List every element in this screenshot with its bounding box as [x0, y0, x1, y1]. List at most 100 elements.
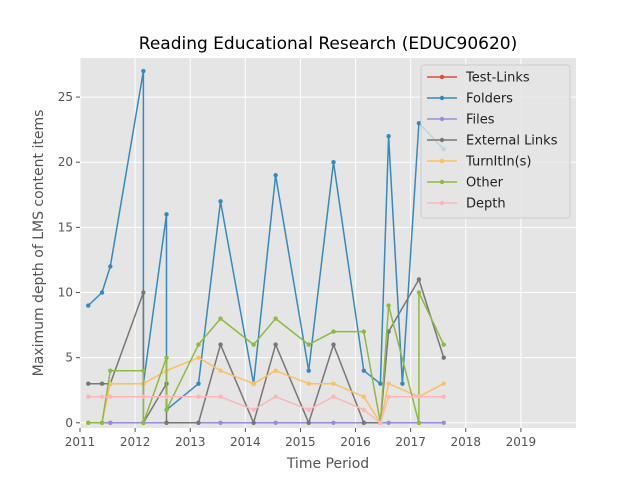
data-point — [251, 381, 256, 386]
y-tick-label: 15 — [58, 220, 73, 234]
legend-label: Folders — [466, 92, 513, 107]
y-tick-label: 20 — [58, 155, 73, 169]
data-point — [251, 342, 256, 347]
data-point — [441, 381, 446, 386]
legend-label: TurnItIn(s) — [465, 155, 531, 170]
y-tick-label: 25 — [58, 90, 73, 104]
data-point — [361, 394, 367, 399]
data-point — [400, 381, 405, 386]
y-tick-label: 5 — [65, 351, 73, 365]
data-point — [251, 420, 256, 425]
data-point — [361, 420, 367, 425]
data-point — [331, 160, 336, 165]
data-point — [386, 133, 391, 139]
x-tick-label: 2011 — [65, 435, 96, 449]
data-point — [416, 277, 422, 282]
data-point — [218, 342, 223, 347]
x-tick-label: 2018 — [451, 435, 482, 449]
data-point — [273, 342, 278, 347]
data-point — [141, 290, 146, 295]
data-point — [331, 342, 336, 347]
legend: Test-Links Folders Files External Links Turn… — [420, 64, 571, 219]
data-point — [164, 394, 169, 399]
data-point — [164, 355, 169, 360]
data-point — [273, 368, 278, 373]
series-layer — [86, 68, 446, 425]
data-point — [416, 420, 422, 425]
data-point — [108, 381, 113, 386]
y-axis-label: Maximum depth of LMS content items — [31, 110, 47, 377]
data-point — [386, 420, 391, 425]
data-point — [361, 329, 367, 334]
legend-swatch-marker — [439, 200, 445, 206]
data-point — [99, 381, 105, 386]
data-point — [386, 303, 391, 308]
x-axis-label: Time Period — [286, 456, 369, 472]
x-tick-label: 2017 — [395, 435, 426, 449]
data-point — [196, 420, 201, 425]
data-point — [306, 420, 311, 425]
data-point — [141, 394, 146, 399]
data-point — [99, 290, 105, 295]
data-point — [108, 420, 113, 425]
data-point — [331, 394, 336, 399]
data-point — [306, 342, 311, 347]
x-tick-label: 2016 — [340, 435, 371, 449]
data-point — [386, 381, 391, 386]
legend-entry: Folders — [427, 92, 513, 107]
x-tick-label: 2014 — [230, 435, 261, 449]
legend-swatch-marker — [439, 116, 445, 122]
data-point — [164, 212, 169, 217]
data-point — [86, 303, 91, 308]
x-tick-label: 2012 — [120, 435, 151, 449]
data-point — [196, 342, 201, 347]
data-point — [99, 420, 105, 425]
data-point — [86, 420, 91, 425]
legend-label: External Links — [466, 134, 558, 149]
legend-entry: Other — [427, 176, 504, 191]
legend-box — [420, 64, 571, 219]
legend-swatch-marker — [439, 179, 445, 185]
data-point — [196, 355, 201, 360]
series-other — [86, 290, 446, 425]
data-point — [108, 394, 113, 399]
data-point — [196, 394, 201, 399]
data-point — [441, 420, 446, 425]
x-tick-label: 2015 — [285, 435, 316, 449]
data-point — [99, 394, 105, 399]
data-point — [273, 394, 278, 399]
data-point — [86, 394, 91, 399]
data-point — [361, 407, 367, 412]
data-point — [164, 420, 169, 425]
y-tick-label: 0 — [65, 416, 73, 430]
data-point — [108, 264, 113, 269]
data-point — [141, 420, 146, 425]
data-point — [331, 381, 336, 386]
data-point — [331, 420, 336, 425]
legend-entry: Files — [427, 113, 495, 128]
data-point — [218, 316, 223, 321]
data-point — [196, 381, 201, 386]
axis-ticks: 2011 2012 2013 2014 2015 2016 2017 2018 20190510… — [58, 90, 536, 449]
data-point — [306, 407, 311, 412]
legend-swatch-marker — [439, 95, 445, 101]
series-depth — [86, 394, 446, 425]
data-point — [273, 316, 278, 321]
legend-swatch-marker — [439, 74, 445, 80]
data-point — [164, 407, 169, 412]
data-point — [251, 407, 256, 412]
data-point — [416, 394, 422, 399]
data-point — [141, 68, 146, 74]
data-point — [441, 394, 446, 399]
x-tick-label: 2019 — [506, 435, 537, 449]
data-point — [218, 368, 223, 373]
data-point — [306, 381, 311, 386]
data-point — [218, 420, 223, 425]
data-point — [273, 420, 278, 425]
x-tick-label: 2013 — [175, 435, 206, 449]
data-point — [416, 120, 422, 126]
data-point — [378, 381, 383, 386]
data-point — [441, 355, 446, 360]
